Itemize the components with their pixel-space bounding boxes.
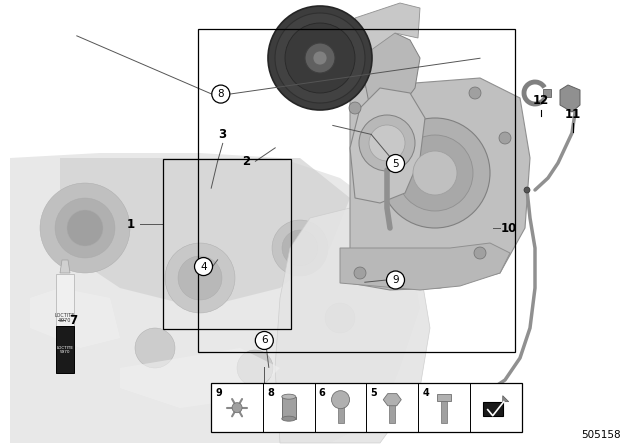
Bar [337, 403, 344, 422]
Bar [56, 326, 74, 373]
Circle shape [255, 332, 273, 349]
Bar [56, 274, 74, 326]
Circle shape [387, 155, 404, 172]
Polygon shape [60, 158, 350, 308]
Circle shape [285, 23, 355, 93]
Polygon shape [30, 288, 120, 348]
Circle shape [282, 230, 318, 266]
Text: 4: 4 [200, 262, 207, 271]
Bar [483, 402, 503, 416]
Ellipse shape [282, 394, 296, 399]
Bar [441, 401, 447, 422]
Text: 6: 6 [261, 336, 268, 345]
Circle shape [524, 187, 530, 193]
Polygon shape [340, 243, 510, 290]
Text: 4: 4 [422, 388, 429, 398]
Bar [198, 29, 515, 352]
Circle shape [349, 102, 361, 114]
Text: 505158: 505158 [581, 430, 621, 440]
Circle shape [397, 135, 473, 211]
Bar [389, 401, 396, 422]
Text: 5: 5 [371, 388, 377, 398]
Circle shape [212, 85, 230, 103]
Text: LOCTITE
5970: LOCTITE 5970 [56, 346, 74, 354]
Ellipse shape [282, 416, 296, 421]
Bar [163, 159, 291, 329]
Text: 3: 3 [219, 128, 227, 141]
Polygon shape [350, 78, 530, 290]
Circle shape [232, 403, 242, 413]
Polygon shape [355, 3, 420, 58]
Text: 5: 5 [392, 159, 399, 168]
Circle shape [387, 271, 404, 289]
Circle shape [305, 43, 335, 73]
Text: LOCTITE
5970: LOCTITE 5970 [55, 313, 75, 323]
Circle shape [413, 151, 457, 195]
Circle shape [272, 220, 328, 276]
Circle shape [268, 6, 372, 110]
Circle shape [474, 247, 486, 259]
Circle shape [499, 132, 511, 144]
Polygon shape [275, 208, 430, 443]
Circle shape [359, 115, 415, 171]
Circle shape [178, 256, 222, 300]
Text: 12: 12 [532, 94, 549, 108]
Text: 11: 11 [564, 108, 581, 121]
Circle shape [237, 350, 273, 386]
Bar [282, 396, 296, 419]
Polygon shape [383, 394, 401, 406]
Circle shape [135, 328, 175, 368]
Text: 8: 8 [218, 89, 224, 99]
Circle shape [469, 87, 481, 99]
Circle shape [40, 183, 130, 273]
Text: 2: 2 [243, 155, 250, 168]
Circle shape [55, 198, 115, 258]
Bar [437, 394, 451, 401]
Text: 6: 6 [319, 388, 325, 398]
Text: 10: 10 [500, 222, 517, 235]
Text: 8: 8 [267, 388, 274, 398]
Circle shape [67, 210, 103, 246]
Circle shape [195, 258, 212, 276]
Polygon shape [350, 88, 425, 203]
Circle shape [325, 303, 355, 333]
Circle shape [380, 118, 490, 228]
Circle shape [354, 267, 366, 279]
Circle shape [313, 51, 327, 65]
Polygon shape [60, 260, 70, 273]
Polygon shape [120, 348, 280, 408]
Text: 9: 9 [392, 275, 399, 285]
Text: 7: 7 [70, 314, 77, 327]
Text: 9: 9 [215, 388, 222, 398]
Polygon shape [503, 396, 509, 402]
Circle shape [369, 125, 405, 161]
Bar [211, 383, 522, 432]
Circle shape [332, 391, 349, 409]
Circle shape [165, 243, 235, 313]
Polygon shape [360, 33, 420, 108]
Polygon shape [560, 85, 580, 112]
Polygon shape [10, 153, 420, 443]
Circle shape [275, 13, 365, 103]
Bar [543, 89, 551, 97]
Text: 1: 1 [127, 217, 135, 231]
